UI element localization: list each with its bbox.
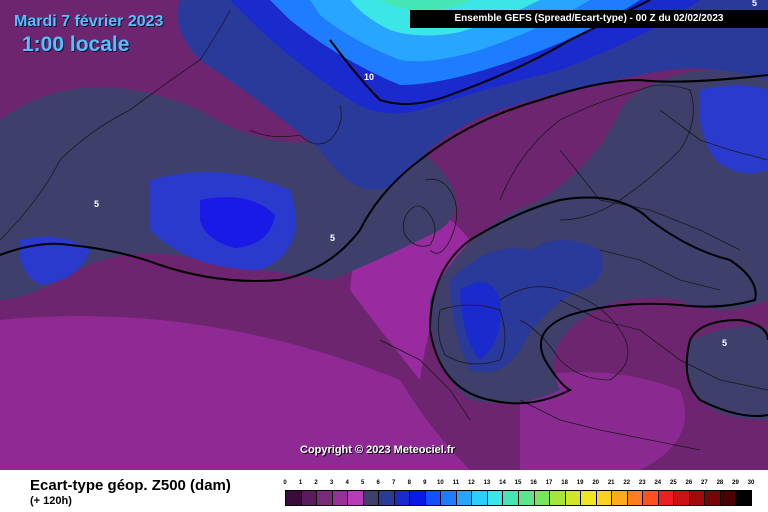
- legend-swatch: [704, 490, 721, 506]
- field-core-mid-atlantic: [200, 197, 275, 248]
- legend-tick-label: 23: [638, 480, 646, 486]
- legend-swatch: [642, 490, 659, 506]
- legend-tick-label: 16: [530, 480, 537, 486]
- legend-tick-label: 17: [545, 480, 553, 486]
- legend-swatch: [517, 490, 535, 506]
- legend-swatch: [735, 490, 752, 506]
- field-band-north-6: [380, 0, 470, 12]
- legend-tick-label: 29: [732, 480, 739, 486]
- legend-tick-label: 15: [514, 480, 522, 486]
- legend-tick-label: 5: [360, 480, 365, 486]
- legend-tick-label: 13: [483, 480, 491, 486]
- model-header: Ensemble GEFS (Spread/Ecart-type) - 00 Z…: [410, 10, 768, 28]
- coastlines: [0, 9, 768, 451]
- contour-label-east: 5: [722, 338, 727, 348]
- legend-swatch: [719, 490, 737, 506]
- legend-tick-label: 10: [436, 480, 444, 486]
- legend-tick-label: 6: [376, 480, 380, 486]
- legend-tick-label: 25: [669, 480, 677, 486]
- legend-swatch: [424, 490, 442, 506]
- legend-swatch: [580, 490, 597, 506]
- legend-tick-label: 22: [623, 480, 631, 486]
- legend-swatch: [471, 490, 488, 506]
- field-core-iberia: [460, 282, 501, 360]
- legend-swatch: [626, 490, 644, 506]
- legend-tick-label: 1: [298, 480, 303, 486]
- legend-tick-label: 14: [499, 480, 506, 486]
- field-magenta-south: [0, 316, 470, 470]
- legend-tick-label: 8: [407, 480, 411, 486]
- contour-label-northeast: 5: [752, 0, 757, 8]
- legend-swatch: [331, 490, 349, 506]
- legend-swatch: [455, 490, 473, 506]
- legend-tick-label: 27: [701, 480, 708, 486]
- legend-tick-label: 28: [716, 480, 724, 486]
- field-title: Ecart-type géop. Z500 (dam): [30, 477, 231, 494]
- spread-field: 5 10 5 5 5: [0, 0, 768, 470]
- legend-tick-label: 0: [283, 480, 287, 486]
- contour-label-north: 10: [364, 72, 374, 82]
- lead-time: (+ 120h): [30, 495, 72, 507]
- map-view: 5 10 5 5 5 Mardi 7 février 2023 1:00 loc…: [0, 0, 768, 470]
- legend-tick-label: 2: [314, 480, 318, 486]
- legend-swatch: [673, 490, 690, 506]
- legend-tick-label: 19: [576, 480, 584, 486]
- legend-swatch: [285, 490, 302, 506]
- legend-swatch: [657, 490, 675, 506]
- field-magenta-med: [520, 372, 685, 470]
- legend-tick-label: 3: [329, 480, 334, 486]
- legend-swatch: [300, 490, 318, 506]
- legend-tick-label: 18: [561, 480, 568, 486]
- legend-tick-label: 24: [654, 480, 662, 486]
- copyright-text: Copyright © 2023 Meteociel.fr: [300, 444, 455, 456]
- legend-swatch: [362, 490, 380, 506]
- contour-lines: [0, 0, 768, 417]
- legend-swatch: [316, 490, 333, 506]
- legend-tick-label: 7: [392, 480, 396, 486]
- field-slate-east: [686, 326, 768, 420]
- field-blue-scandinavia: [699, 85, 768, 174]
- legend-swatch: [564, 490, 582, 506]
- legend-swatch: [595, 490, 613, 506]
- legend-tick-label: 26: [685, 480, 693, 486]
- field-blue-west: [19, 236, 90, 285]
- legend-tick-label: 20: [592, 480, 599, 486]
- legend-swatch: [409, 490, 426, 506]
- legend-tick-label: 11: [452, 480, 460, 486]
- legend-tick-label: 30: [747, 480, 755, 486]
- legend-swatch: [486, 490, 504, 506]
- contour-label-atlantic: 5: [330, 233, 335, 243]
- legend-swatch: [393, 490, 411, 506]
- legend-tick-label: 12: [468, 480, 475, 486]
- legend-tick-label: 4: [345, 480, 349, 486]
- legend-swatch: [549, 490, 566, 506]
- valid-time: 1:00 locale: [22, 33, 130, 56]
- legend-swatch: [533, 490, 551, 506]
- legend-tick-labels: 0 1 2 3 4 5 6 7 8 9 10 11 12 13 14 15 16 17 18 19 20 21 22 23 24…: [280, 480, 754, 490]
- legend-swatch: [378, 490, 395, 506]
- legend-swatch: [347, 490, 364, 506]
- legend-swatch: [611, 490, 628, 506]
- contour-label-west: 5: [94, 199, 99, 209]
- legend-swatch: [502, 490, 519, 506]
- legend-swatch: [688, 490, 706, 506]
- valid-date: Mardi 7 février 2023: [14, 13, 164, 30]
- legend-swatch: [440, 490, 457, 506]
- legend-tick-label: 21: [607, 480, 615, 486]
- color-scale: [285, 490, 752, 506]
- legend-tick-label: 9: [423, 480, 427, 486]
